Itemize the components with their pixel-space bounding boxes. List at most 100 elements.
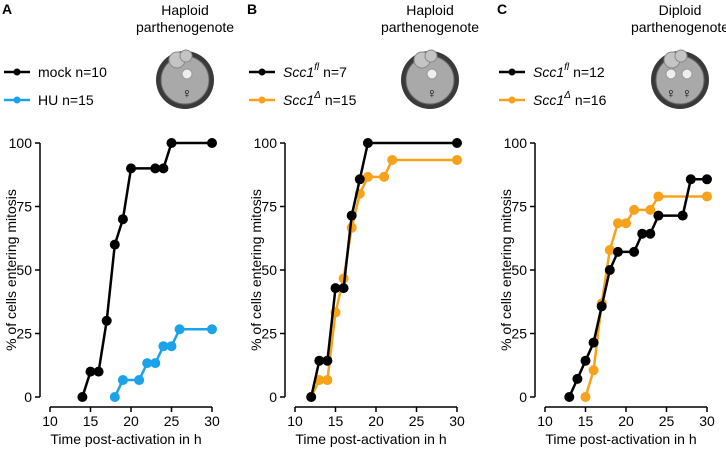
y-tick-label: 0: [24, 389, 32, 405]
y-tick-label: 75: [16, 199, 32, 215]
legend-suffix: n=15: [325, 92, 357, 108]
pronucleus: [665, 68, 677, 80]
female-symbol: ♀: [182, 85, 193, 101]
legend-name: Scc1: [533, 92, 564, 108]
data-point: [379, 171, 390, 182]
data-point: [306, 392, 317, 402]
y-tick-label: 100: [9, 135, 33, 151]
data-point: [85, 366, 96, 377]
female-symbol: ♀: [427, 85, 438, 101]
pronucleus: [681, 68, 693, 80]
data-line: [113, 328, 212, 398]
data-point: [346, 210, 357, 221]
y-tick-label: 50: [261, 262, 277, 278]
x-tick-label: 25: [659, 413, 675, 429]
data-point: [653, 210, 664, 221]
data-point: [677, 210, 688, 221]
data-line: [310, 158, 457, 398]
data-point: [109, 392, 120, 402]
x-tick-label: 15: [578, 413, 594, 429]
data-point: [207, 138, 217, 148]
data-point: [588, 365, 599, 376]
data-point: [166, 341, 177, 352]
data-point: [174, 324, 185, 335]
data-point: [117, 375, 128, 386]
data-point: [354, 174, 365, 185]
x-tick-label: 10: [537, 413, 553, 429]
y-axis-label: % of cells entering mitosis: [498, 189, 514, 351]
x-tick-label: 30: [204, 413, 220, 429]
legend-marker: [13, 96, 21, 104]
legend-label: HU n=15: [38, 92, 94, 108]
panel-label: A: [2, 1, 12, 17]
data-point: [580, 392, 591, 402]
x-tick-label: 30: [449, 413, 465, 429]
panel-title: Haploid: [161, 2, 208, 18]
y-tick-label: 0: [519, 389, 527, 405]
y-tick-label: 50: [511, 262, 527, 278]
legend-suffix: n=16: [575, 92, 607, 108]
legend-label: Scc1fl n=7: [283, 62, 347, 80]
data-point: [604, 244, 615, 255]
legend-marker: [13, 68, 21, 76]
panel-title: parthenogenote: [136, 19, 234, 35]
data-point: [330, 283, 341, 294]
polar-body: [424, 49, 438, 63]
legend-marker: [258, 68, 266, 76]
legend-superscript: fl: [564, 62, 570, 73]
data-point: [158, 341, 169, 352]
data-point: [158, 163, 169, 174]
y-tick-label: 50: [16, 262, 32, 278]
y-tick-label: 25: [16, 326, 32, 342]
legend-label: Scc1fl n=12: [533, 62, 605, 80]
legend-superscript: Δ: [313, 90, 321, 101]
data-point: [166, 138, 177, 148]
y-tick-label: 100: [504, 135, 528, 151]
legend-suffix: n=12: [573, 64, 605, 80]
x-tick-label: 10: [42, 413, 58, 429]
panel-title: parthenogenote: [631, 19, 726, 35]
legend-label: Scc1Δ n=16: [533, 90, 607, 108]
x-tick-label: 20: [368, 413, 384, 429]
legend-label: mock n=10: [38, 64, 107, 80]
data-point: [93, 366, 104, 377]
legend-name: Scc1: [283, 92, 314, 108]
legend-name: Scc1: [283, 64, 314, 80]
data-point: [702, 191, 712, 202]
data-point: [150, 358, 161, 369]
legend-marker: [508, 96, 516, 104]
data-point: [604, 265, 615, 275]
legend-name: Scc1: [533, 64, 564, 80]
panel-title: Diploid: [659, 2, 702, 18]
x-tick-label: 20: [618, 413, 634, 429]
legend-name: mock n=10: [38, 64, 107, 80]
legend-suffix: n=7: [323, 64, 347, 80]
data-point: [685, 174, 696, 185]
data-point: [629, 204, 640, 215]
data-point: [653, 191, 664, 202]
data-point: [588, 337, 599, 348]
x-axis-label: Time post-activation in h: [545, 431, 696, 447]
y-tick-label: 75: [511, 199, 527, 215]
x-tick-label: 15: [83, 413, 99, 429]
x-tick-label: 20: [123, 413, 139, 429]
polar-body: [674, 49, 688, 63]
data-point: [362, 171, 373, 182]
data-point: [612, 246, 623, 257]
female-symbol: ♀: [682, 85, 693, 101]
data-point: [645, 228, 656, 239]
data-point: [134, 375, 145, 386]
data-point: [142, 358, 153, 369]
panel-title: parthenogenote: [381, 19, 479, 35]
egg-inner: [655, 55, 705, 105]
legend-label: Scc1Δ n=15: [283, 90, 357, 108]
data-point: [362, 138, 373, 148]
legend-name: HU n=15: [38, 92, 94, 108]
y-tick-label: 0: [269, 389, 277, 405]
data-point: [452, 138, 462, 148]
data-point: [564, 392, 575, 402]
data-point: [637, 228, 648, 239]
y-tick-label: 25: [261, 326, 277, 342]
data-point: [322, 355, 333, 366]
